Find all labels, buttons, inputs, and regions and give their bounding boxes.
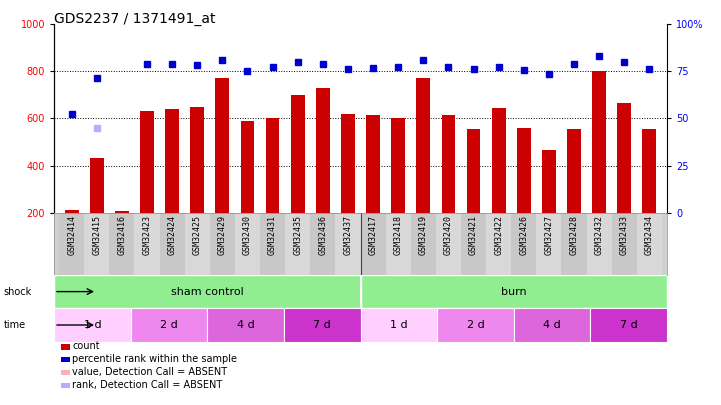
Text: GSM32431: GSM32431 (268, 215, 277, 254)
Bar (492, 108, 505, 213)
Bar (437, 308, 513, 342)
Text: 4 d: 4 d (236, 320, 255, 330)
Bar (436, 213, 461, 275)
Bar (567, 129, 581, 213)
Text: shock: shock (4, 287, 32, 296)
Bar (291, 95, 304, 213)
Bar (65, 210, 79, 213)
Bar (84, 213, 110, 275)
Bar (310, 213, 335, 275)
Text: GSM32434: GSM32434 (645, 215, 654, 254)
Bar (54, 308, 131, 342)
Text: GSM32430: GSM32430 (243, 215, 252, 254)
Bar (587, 213, 611, 275)
Bar (165, 109, 179, 213)
Bar (159, 213, 185, 275)
Bar (110, 213, 134, 275)
Bar (536, 213, 562, 275)
Text: GSM32417: GSM32417 (368, 215, 378, 254)
Bar (335, 213, 360, 275)
Text: GSM32435: GSM32435 (293, 215, 302, 254)
Text: 2 d: 2 d (466, 320, 485, 330)
Bar (115, 211, 129, 213)
Bar (134, 213, 159, 275)
Bar (265, 118, 280, 213)
Text: GSM32425: GSM32425 (193, 215, 202, 254)
Text: value, Detection Call = ABSENT: value, Detection Call = ABSENT (72, 367, 227, 377)
Text: GSM32432: GSM32432 (595, 215, 603, 254)
Bar (131, 308, 208, 342)
Text: GSM32419: GSM32419 (419, 215, 428, 254)
Text: GSM32433: GSM32433 (620, 215, 629, 254)
Bar (208, 308, 284, 342)
Text: 4 d: 4 d (543, 320, 561, 330)
Text: rank, Detection Call = ABSENT: rank, Detection Call = ABSENT (72, 380, 222, 390)
Bar (185, 213, 210, 275)
Text: GDS2237 / 1371491_at: GDS2237 / 1371491_at (54, 12, 216, 26)
Text: GSM32429: GSM32429 (218, 215, 227, 254)
Text: GSM32437: GSM32437 (343, 215, 353, 254)
Text: 1 d: 1 d (84, 320, 101, 330)
Bar (360, 275, 667, 308)
Bar (542, 150, 556, 213)
Text: GSM32421: GSM32421 (469, 215, 478, 254)
Text: GSM32428: GSM32428 (570, 215, 578, 254)
Bar (617, 103, 631, 213)
Text: GSM32415: GSM32415 (92, 215, 101, 254)
Text: time: time (4, 320, 26, 330)
Bar (59, 213, 84, 275)
Bar (241, 121, 255, 213)
Bar (461, 213, 486, 275)
Bar (341, 114, 355, 213)
Bar (285, 213, 310, 275)
Bar (360, 308, 437, 342)
Bar (284, 308, 360, 342)
Bar (190, 107, 204, 213)
Bar (441, 115, 456, 213)
Bar (517, 128, 531, 213)
Text: GSM32422: GSM32422 (494, 215, 503, 254)
Text: GSM32424: GSM32424 (167, 215, 177, 254)
Text: percentile rank within the sample: percentile rank within the sample (72, 354, 237, 364)
Bar (386, 213, 411, 275)
Bar (611, 213, 637, 275)
Text: 2 d: 2 d (160, 320, 178, 330)
Text: GSM32420: GSM32420 (444, 215, 453, 254)
Bar (360, 213, 386, 275)
Bar (235, 213, 260, 275)
Text: GSM32427: GSM32427 (544, 215, 554, 254)
Bar (514, 308, 590, 342)
Bar (316, 88, 329, 213)
Bar (54, 275, 360, 308)
Text: GSM32426: GSM32426 (519, 215, 528, 254)
Bar (642, 129, 656, 213)
Text: sham control: sham control (171, 287, 244, 296)
Bar (411, 213, 436, 275)
Bar (417, 79, 430, 213)
Text: 7 d: 7 d (620, 320, 637, 330)
Text: 7 d: 7 d (314, 320, 331, 330)
Bar (140, 111, 154, 213)
Bar (486, 213, 511, 275)
Text: GSM32436: GSM32436 (319, 215, 327, 254)
Bar (511, 213, 536, 275)
Text: burn: burn (501, 287, 526, 296)
Text: GSM32416: GSM32416 (118, 215, 126, 254)
Bar (590, 308, 667, 342)
Bar (562, 213, 587, 275)
Bar (260, 213, 285, 275)
Text: GSM32414: GSM32414 (67, 215, 76, 254)
Bar (466, 129, 480, 213)
Bar (637, 213, 662, 275)
Bar (592, 71, 606, 213)
Text: count: count (72, 341, 99, 351)
Text: 1 d: 1 d (390, 320, 407, 330)
Text: GSM32423: GSM32423 (143, 215, 151, 254)
Bar (366, 115, 380, 213)
Text: GSM32418: GSM32418 (394, 215, 402, 254)
Bar (90, 158, 104, 213)
Bar (210, 213, 235, 275)
Bar (216, 79, 229, 213)
Bar (392, 118, 405, 213)
